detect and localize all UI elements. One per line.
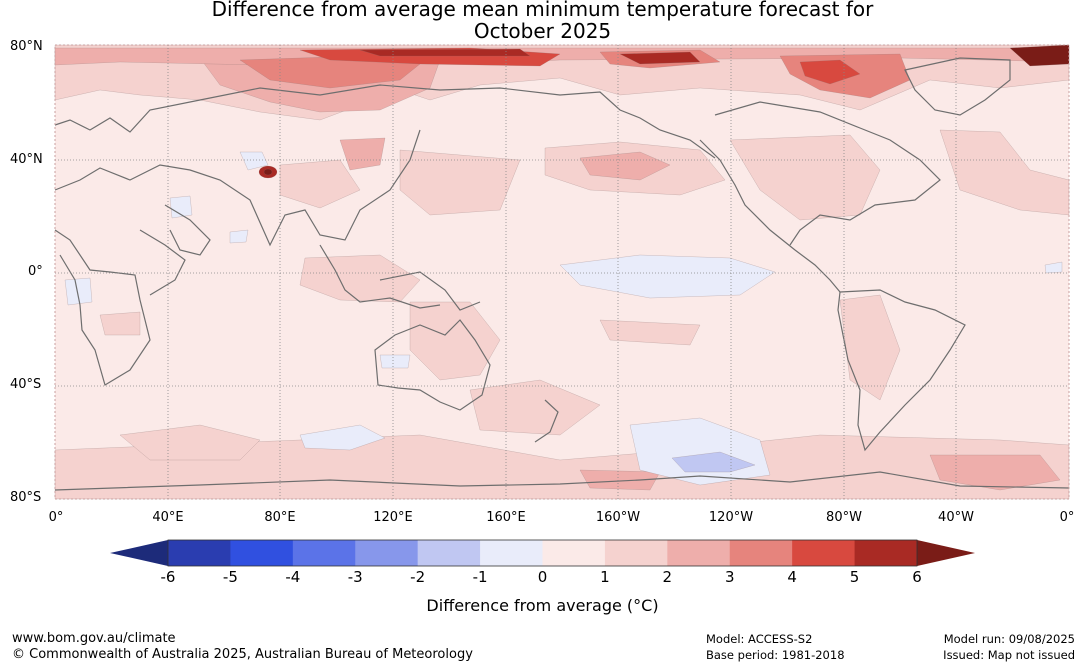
temperature-anomaly-map <box>54 44 1070 500</box>
colorbar-tick-label: 1 <box>600 568 610 586</box>
lon-label-120w: 120°W <box>708 510 754 525</box>
colorbar-tick-label: -2 <box>410 568 426 586</box>
anomaly-shading <box>54 44 1070 500</box>
lon-label-40w: 40°W <box>938 510 974 525</box>
colorbar-tick-label: 4 <box>787 568 797 586</box>
footer-base-period: Base period: 1981-2018 <box>706 648 845 662</box>
colorbar-title: Difference from average (°C) <box>426 596 659 615</box>
lat-label-40n: 40°N <box>10 152 43 167</box>
colorbar-tick-label: 3 <box>724 568 735 586</box>
colorbar-tick-label: -3 <box>347 568 363 586</box>
colorbar-tick-label: -1 <box>472 568 488 586</box>
colorbar-tick-label: -6 <box>160 568 176 586</box>
colorbar-cell <box>230 540 294 566</box>
colorbar-tick-label: -5 <box>222 568 238 586</box>
map-title-line1: Difference from average mean minimum tem… <box>211 0 874 21</box>
colorbar-cell <box>854 540 918 566</box>
map-frame <box>54 44 1070 500</box>
lat-label-0: 0° <box>28 264 43 279</box>
coastlines <box>54 57 1070 491</box>
colorbar-tick-label: -4 <box>285 568 301 586</box>
lon-label-0-right: 0° <box>1059 510 1075 525</box>
colorbar-arrow-high <box>917 540 975 566</box>
gridlines <box>55 45 1069 499</box>
colorbar-cell <box>168 540 231 566</box>
colorbar-cell <box>417 540 481 566</box>
footer-model-run: Model run: 09/08/2025 <box>943 632 1075 646</box>
footer-website: www.bom.gov.au/climate <box>12 631 176 646</box>
colorbar-arrow-low <box>110 540 168 566</box>
lon-label-40e: 40°E <box>152 510 184 525</box>
colorbar-tick-label: 2 <box>662 568 673 586</box>
colorbar-cell <box>292 540 356 566</box>
colorbar-tick-label: 0 <box>537 568 548 586</box>
colorbar <box>110 539 975 567</box>
colorbar-cell <box>355 540 419 566</box>
colorbar-outline <box>167 539 918 567</box>
lat-label-40s: 40°S <box>10 377 42 392</box>
colorbar-cell <box>542 540 606 566</box>
footer-copyright: © Commonwealth of Australia 2025, Austra… <box>12 647 473 662</box>
footer-issued: Issued: Map not issued <box>943 648 1075 662</box>
lat-label-80n: 80°N <box>10 39 43 54</box>
map-title-line2: October 2025 <box>473 19 612 43</box>
colorbar-cell <box>729 540 793 566</box>
colorbar-cell <box>604 540 668 566</box>
lon-label-160e: 160°E <box>486 510 526 525</box>
lon-label-120e: 120°E <box>373 510 413 525</box>
colorbar-cell <box>480 540 543 566</box>
lat-label-80s: 80°S <box>10 490 42 505</box>
colorbar-cell <box>667 540 731 566</box>
colorbar-tick-label: 5 <box>849 568 860 586</box>
colorbar-tick-label: 6 <box>912 568 922 586</box>
lon-label-0-left: 0° <box>48 510 64 525</box>
lon-label-160w: 160°W <box>595 510 641 525</box>
lon-label-80w: 80°W <box>826 510 862 525</box>
lon-label-80e: 80°E <box>264 510 296 525</box>
colorbar-cell <box>792 540 856 566</box>
footer-model: Model: ACCESS-S2 <box>706 632 813 646</box>
